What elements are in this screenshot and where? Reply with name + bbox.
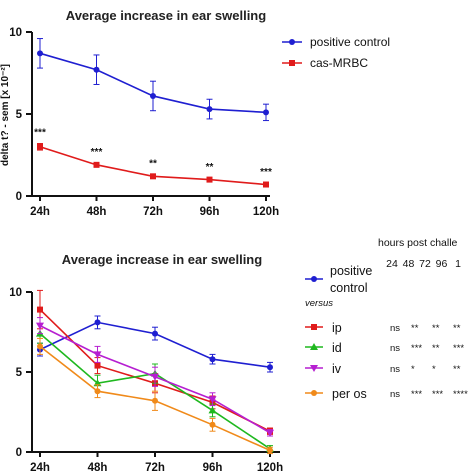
x-tick-label: 96h [203,462,223,474]
table-header: 24 [386,258,398,270]
legend-label: id [332,341,342,355]
legend-label: per os [332,387,367,401]
data-point [311,276,317,282]
legend-label: positive [330,264,372,278]
table-cell: ns [390,389,400,400]
table-cell: *** [411,389,422,400]
x-tick-label: 24h [30,206,50,218]
legend: positive control cas-MRBC [282,35,390,70]
y-tick-label: 10 [9,27,22,39]
table-cell: **** [453,389,468,400]
data-point [93,66,100,73]
versus-label: versus [305,298,333,309]
data-point [152,330,158,337]
legend-label: positive control [310,35,390,49]
legend: hours post challe 24 48 72 96 1 positive contro… [305,237,468,401]
chart-bottom: Average increase in ear swelling 051024h… [9,237,468,474]
x-tick-label: 72h [143,206,163,218]
data-point [311,390,317,396]
data-point [310,365,318,372]
data-point [209,421,216,428]
data-point [206,176,213,183]
x-tick-label: 24h [30,462,50,474]
legend-label: control [330,281,368,295]
chart-title: Average increase in ear swelling [66,8,266,23]
data-point [263,109,269,116]
y-tick-label: 10 [9,287,22,299]
data-point [206,106,213,113]
table-header: 72 [419,258,431,270]
legend-label: cas-MRBC [310,56,368,70]
table-cell: *** [411,343,422,354]
y-tick-label: 5 [16,109,23,121]
x-tick-label: 48h [88,462,108,474]
data-point [289,60,295,66]
table-header: 96 [436,258,448,270]
table-title: hours post challe [378,237,458,249]
data-point [37,343,43,350]
y-tick-label: 0 [16,191,22,203]
data-point [93,161,100,168]
data-point [289,39,295,45]
data-point [37,143,43,150]
data-point [263,181,269,188]
table-cell: ns [390,364,400,375]
data-point [36,322,44,330]
data-point [267,447,273,454]
table-header: 48 [403,258,415,270]
data-point [94,362,101,369]
data-point [311,324,317,330]
legend-label: iv [332,362,342,376]
table-cell: ns [390,343,400,354]
chart-title: Average increase in ear swelling [62,252,262,267]
significance-label: *** [91,147,103,158]
data-point [152,397,158,404]
data-point [208,406,217,414]
table-cell: ** [453,364,461,375]
x-tick-label: 96h [200,206,220,218]
table-cell: * [411,364,415,375]
data-point [94,388,101,395]
data-point [150,173,156,180]
significance-label: *** [34,128,46,139]
data-point [37,50,43,57]
significance-label: ** [149,159,157,170]
significance-label: *** [260,167,272,178]
chart-top: Average increase in ear swelling delta t… [0,8,390,218]
y-tick-label: 5 [16,367,23,379]
data-point [208,396,217,404]
table-cell: *** [432,389,443,400]
table-cell: * [432,364,436,375]
y-axis-label: delta t? - sem [x 10⁻²] [0,64,11,166]
table-cell: *** [453,343,464,354]
x-tick-label: 120h [257,462,283,474]
table-cell: ** [432,323,440,334]
data-point [267,364,273,371]
x-tick-label: 72h [145,462,165,474]
x-tick-label: 48h [87,206,107,218]
data-point [94,319,101,326]
data-point [151,373,159,381]
legend-label: ip [332,321,342,335]
data-point [209,356,216,363]
data-point [93,351,102,359]
table-header: 1 [455,258,461,270]
y-tick-label: 0 [16,447,22,459]
table-cell: ** [453,323,461,334]
data-point [310,343,318,350]
x-tick-label: 120h [253,206,279,218]
data-point [150,92,156,99]
table-cell: ns [390,323,400,334]
significance-label: ** [206,162,214,173]
data-point [266,429,274,437]
table-cell: ** [411,323,419,334]
data-point [37,306,43,313]
table-cell: ** [432,343,440,354]
